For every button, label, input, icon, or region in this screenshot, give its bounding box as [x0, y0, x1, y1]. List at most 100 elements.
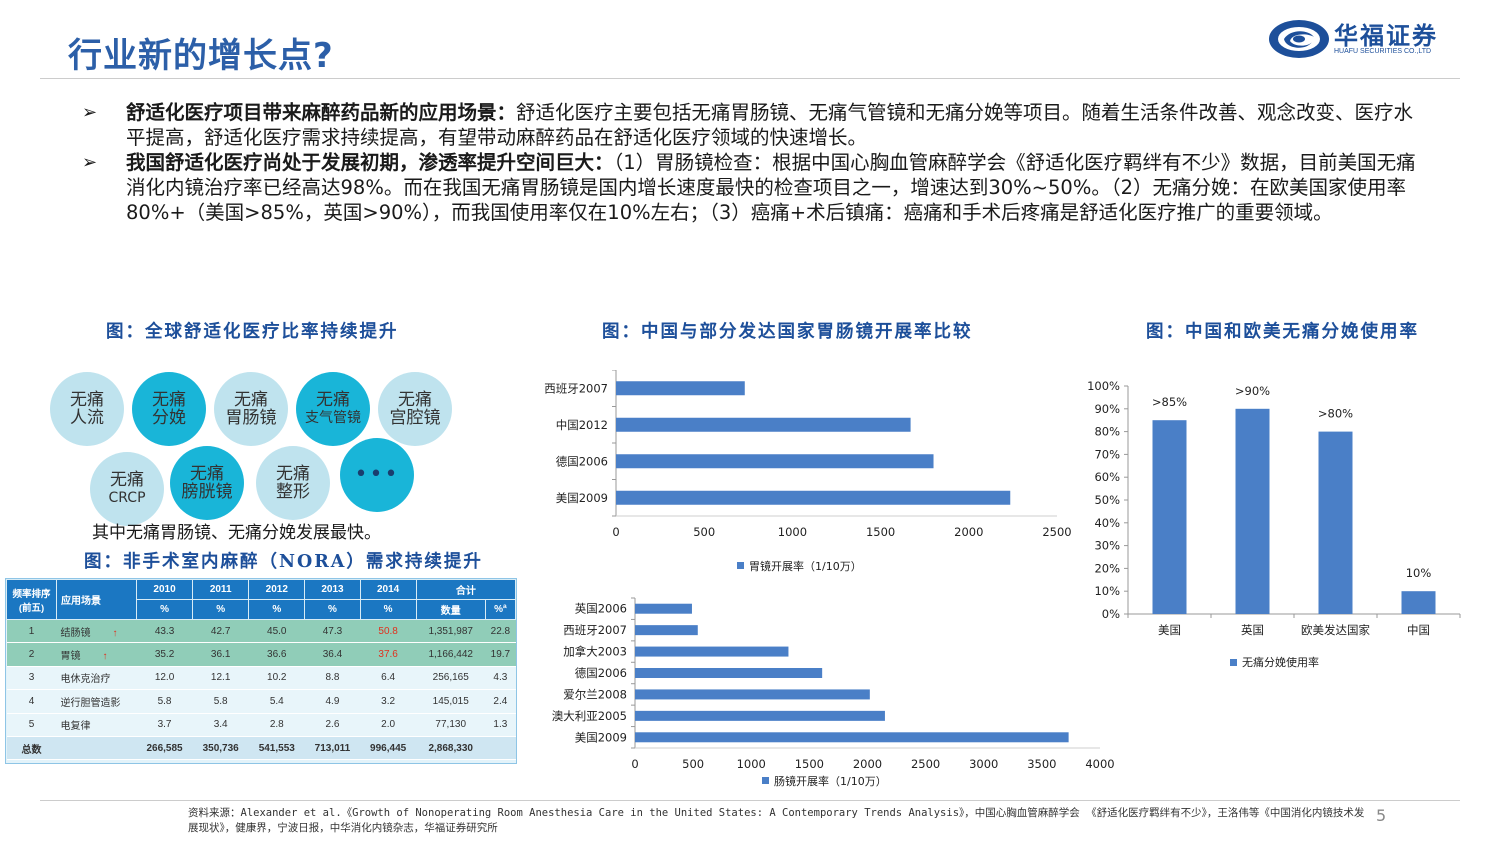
bullet-text: （1）胃肠镜检查：根据中国心胸血管麻醉学会《舒适化医疗羁绊有不少》数据，目前美国…	[126, 151, 1416, 224]
y-tick-label: 100%	[1087, 379, 1120, 393]
table-cell: 3.7	[136, 713, 193, 737]
data-label: >90%	[1235, 384, 1270, 398]
col-header-year: 2010	[135, 579, 194, 600]
bubble-item: 无痛 人流	[50, 372, 124, 446]
table-cell: 4	[6, 689, 57, 714]
x-tick-label: 0	[631, 757, 638, 771]
bubble-line: 无痛	[152, 390, 186, 410]
x-tick-label: 4000	[1085, 757, 1114, 771]
category-label: 美国2009	[556, 491, 608, 505]
y-tick-label: 30%	[1094, 539, 1120, 553]
table-cell: 47.3	[304, 619, 361, 644]
col-header-total: 合计	[415, 579, 517, 600]
unit-cell: %	[192, 599, 250, 620]
bar	[616, 454, 934, 469]
category-label: 中国2012	[556, 418, 608, 432]
bullet-text: 舒适化医疗主要包括无痛胃肠镜、无痛气管镜和无痛分娩等项目。随着生活条件改善、观念…	[126, 101, 1414, 149]
col-header-year: 2014	[359, 579, 417, 600]
data-label: >85%	[1152, 395, 1187, 409]
col-header-scene: 应用场景	[56, 579, 137, 620]
bar	[635, 732, 1069, 743]
table-cell: 1	[6, 619, 57, 644]
x-tick-label: 1000	[737, 757, 766, 771]
table-cell: 145,015	[416, 689, 486, 714]
bubble-line: 无痛	[398, 390, 432, 410]
table-cell: 5.4	[248, 689, 305, 714]
table-row: 4 逆行胆管造影 5.8 5.8 5.4 4.9 3.2 145,015 2.4	[6, 689, 516, 714]
category-label: 美国2009	[575, 730, 627, 744]
page-title: 行业新的增长点?	[68, 36, 334, 76]
table-cell: 电休克治疗	[56, 666, 137, 691]
y-tick-label: 80%	[1094, 425, 1120, 439]
legend-swatch	[1230, 659, 1237, 666]
bar	[635, 668, 823, 678]
y-tick-label: 10%	[1094, 584, 1120, 598]
bubble-label: 无痛 宫腔镜	[390, 391, 441, 427]
scene-label: 结肠镜	[60, 627, 91, 639]
table-cell: 2.0	[360, 713, 417, 737]
x-tick-label: 2000	[954, 525, 983, 539]
bubble-line: 无痛	[110, 470, 144, 490]
bubble-line: 无痛	[276, 464, 310, 484]
total-cell: 996,445	[360, 736, 417, 761]
scene-label: 电复律	[60, 721, 91, 733]
table-cell: 电复律	[56, 713, 137, 737]
logo-subtitle: HUAFU SECURITIES CO.,LTD	[1334, 48, 1432, 55]
legend-swatch	[762, 777, 769, 784]
arrow-bullet-icon: ➢	[82, 152, 98, 173]
table-cell: 19.7	[485, 642, 516, 667]
bubble-line: 胃肠镜	[225, 408, 277, 428]
footer-divider	[40, 800, 1460, 801]
table-cell: 4.3	[485, 666, 516, 691]
source-note: 资料来源：Alexander et al.《Growth of Nonopera…	[188, 807, 1365, 834]
bubble-line: 无痛	[70, 390, 104, 410]
up-arrow-icon: ↑	[112, 627, 118, 639]
total-cell: 713,011	[304, 736, 361, 761]
bullet-item: ➢ 舒适化医疗项目带来麻醉药品新的应用场景：舒适化医疗主要包括无痛胃肠镜、无痛气…	[82, 100, 1422, 150]
x-tick-label: 0	[612, 525, 619, 539]
table-cell: 4.9	[304, 689, 361, 714]
x-tick-label: 500	[693, 525, 715, 539]
category-label: 美国	[1158, 623, 1181, 637]
arrow-bullet-icon: ➢	[82, 102, 98, 123]
category-label: 加拿大2003	[563, 645, 627, 659]
total-cell: 541,553	[248, 736, 305, 761]
bubble-label: 无痛 分娩	[152, 391, 186, 427]
table-cell: 2	[6, 642, 57, 667]
table-cell: 逆行胆管造影	[56, 689, 137, 714]
scene-label: 电休克治疗	[60, 674, 111, 686]
scene-label: 胃镜	[60, 651, 81, 663]
bubble-label: 无痛 膀胱镜	[182, 465, 233, 501]
table-cell: 5.8	[192, 689, 249, 714]
table-cell: 36.1	[192, 642, 249, 667]
table-cell: 35.2	[136, 642, 193, 667]
table-cell: 1.3	[485, 713, 516, 737]
bubble-line: 无痛	[234, 390, 268, 410]
bubble-label: 无痛 整形	[276, 465, 310, 501]
table-cell: 2.4	[485, 689, 516, 714]
bubble-line: 无痛	[190, 464, 224, 484]
bubble-line: 整形	[276, 482, 310, 502]
bubble-line: 支气管镜	[305, 410, 361, 426]
legend-label: 胃镜开展率（1/10万）	[749, 559, 862, 573]
y-tick-label: 60%	[1094, 470, 1120, 484]
table-cell: 50.8	[360, 619, 417, 644]
bubble-line: 人流	[70, 408, 104, 428]
bubble-item: 无痛 膀胱镜	[170, 446, 244, 520]
total-empty	[56, 736, 137, 761]
bubble-label: 无痛 人流	[70, 391, 104, 427]
unit-cell: %ª	[484, 599, 517, 620]
y-tick-label: 20%	[1094, 561, 1120, 575]
bubble-line: 分娩	[152, 408, 186, 428]
col-header-year: 2013	[304, 579, 361, 600]
legend-label: 肠镜开展率（1/10万）	[774, 774, 887, 788]
bubble-item: 无痛 支气管镜	[296, 372, 370, 446]
col-header-year: 2012	[248, 579, 306, 600]
bar	[635, 646, 789, 657]
data-label: >80%	[1318, 407, 1353, 421]
total-cell: 266,585	[136, 736, 193, 761]
table-cell: 256,165	[416, 666, 486, 691]
bar	[616, 381, 745, 396]
category-label: 西班牙2007	[563, 623, 627, 637]
table-cell: 3.2	[360, 689, 417, 714]
